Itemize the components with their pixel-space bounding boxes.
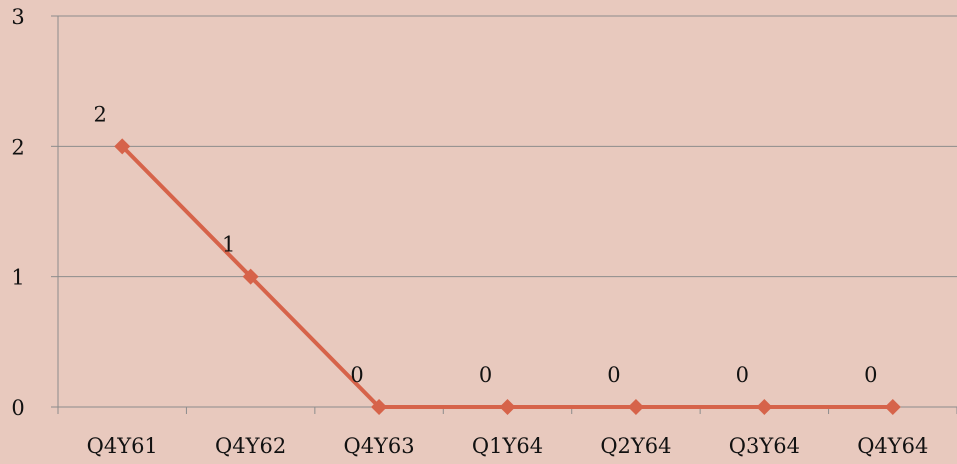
gridlines <box>58 15 957 408</box>
x-tick-label: Q4Y63 <box>343 434 414 458</box>
x-tick-label: Q1Y64 <box>472 434 543 458</box>
data-point-marker <box>627 399 644 415</box>
x-tick-label: Q4Y64 <box>857 434 928 458</box>
data-point-marker <box>499 399 516 415</box>
data-point-marker <box>756 399 773 415</box>
series-line <box>114 138 901 415</box>
data-point-marker <box>242 268 259 285</box>
data-point-marker <box>884 399 901 415</box>
data-labels: 2 1 0 0 0 0 0 <box>94 102 878 387</box>
data-label: 0 <box>479 363 492 387</box>
x-axis: Q4Y61 Q4Y62 Q4Y63 Q1Y64 Q2Y64 Q3Y64 Q4Y64 <box>57 407 957 458</box>
y-tick-label: 3 <box>11 5 24 29</box>
y-axis: 0 1 2 3 <box>11 5 59 420</box>
data-label: 0 <box>736 363 749 387</box>
data-label: 0 <box>864 363 877 387</box>
x-tick-label: Q4Y61 <box>87 434 158 458</box>
x-tick-label: Q4Y62 <box>215 434 286 458</box>
data-point-marker <box>371 399 388 415</box>
y-tick-label: 2 <box>11 135 24 159</box>
y-tick-label: 1 <box>11 266 24 290</box>
x-tick-label: Q2Y64 <box>600 434 671 458</box>
y-tick-label: 0 <box>11 396 24 420</box>
data-label: 2 <box>94 102 107 126</box>
data-point-marker <box>114 138 131 155</box>
data-label: 0 <box>607 363 620 387</box>
data-label: 0 <box>350 363 363 387</box>
x-tick-label: Q3Y64 <box>729 434 800 458</box>
data-label: 1 <box>222 233 235 257</box>
